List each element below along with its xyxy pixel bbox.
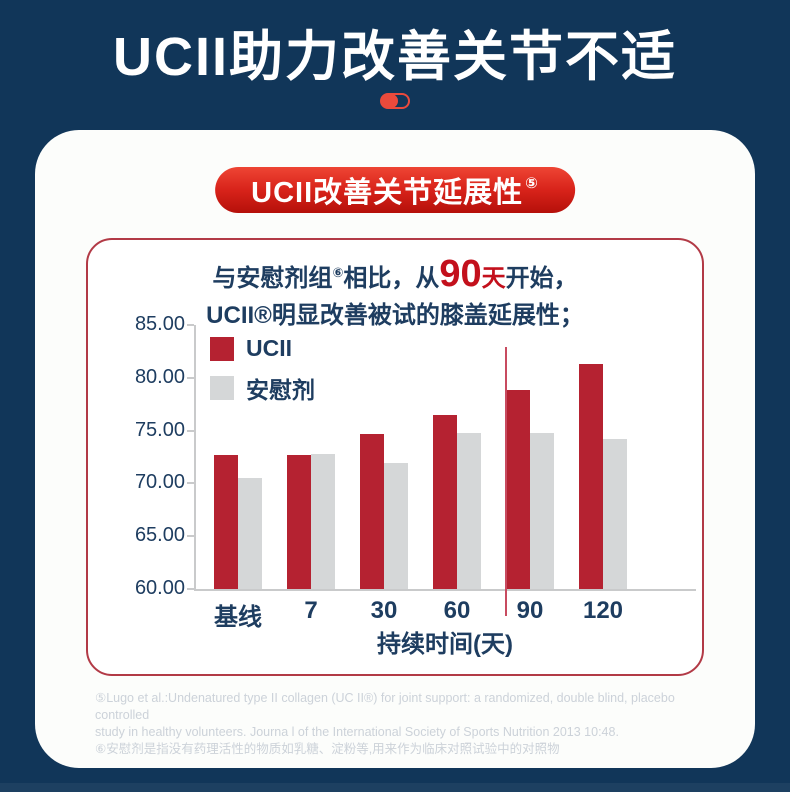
headline-footnote-marker: ⑥	[332, 265, 344, 280]
chart-headline-line1: 与安慰剂组⑥相比，从90天开始，	[88, 253, 702, 296]
footnote-line: ⑤Lugo et al.:Undenatured type II collage…	[95, 691, 675, 722]
x-axis-title: 持续时间(天)	[377, 631, 513, 658]
x-axis-label-30: 30	[370, 597, 398, 624]
y-axis-tick-label: 65.00	[134, 524, 185, 547]
x-axis-label-60: 60	[443, 597, 471, 624]
bar-UCII-60	[433, 414, 457, 589]
footnote-line: ⑥安慰剂是指没有药理活性的物质如乳糖、淀粉等,用来作为临床对照试验中的对照物	[95, 742, 560, 756]
bar-group-30: 30	[360, 325, 408, 624]
bar-安慰剂-基线	[238, 478, 262, 589]
legend-label: 安慰剂	[246, 377, 315, 403]
chart-region: 与安慰剂组⑥相比，从90天开始， UCII®明显改善被试的膝盖延展性； UCII…	[86, 238, 704, 676]
bar-group-基线: 基线	[214, 325, 262, 631]
headline-big-unit: 天	[481, 265, 506, 292]
y-axis-tick-mark	[187, 482, 194, 485]
y-axis-tick-label: 70.00	[134, 471, 185, 494]
bar-安慰剂-90	[530, 432, 554, 589]
chart-plot-area: UCII 安慰剂 基线 7 30 60 90 120	[194, 325, 696, 631]
content-card: UCII改善关节延展性 ⑤ 与安慰剂组⑥相比，从90天开始， UCII®明显改善被…	[35, 130, 755, 768]
bar-UCII-30	[360, 433, 384, 589]
bar-UCII-基线	[214, 454, 238, 589]
page-title: UCII助力改善关节不适	[113, 27, 677, 87]
footnote-line: study in healthy volunteers. Journa l of…	[95, 725, 619, 739]
bar-安慰剂-7	[311, 453, 335, 589]
y-axis-tick-mark	[187, 429, 194, 432]
section-banner-label: UCII改善关节延展性	[251, 177, 524, 209]
legend-swatch	[210, 336, 234, 361]
section-divider	[0, 783, 790, 792]
headline-big-number: 90	[439, 253, 482, 295]
y-axis-tick-label: 85.00	[134, 313, 185, 335]
headline-pre: 与安慰剂组	[212, 265, 333, 292]
y-axis-tick-mark	[187, 324, 194, 326]
x-axis-label-120: 120	[582, 597, 624, 624]
banner-footnote-marker: ⑤	[525, 175, 539, 192]
chart-headline-line2: UCII®明显改善被试的膝盖延展性；	[206, 302, 584, 329]
headline-mid: 相比，从	[343, 265, 440, 292]
bar-安慰剂-120	[603, 439, 627, 589]
chart-legend: UCII 安慰剂	[210, 335, 315, 405]
x-axis-label-7: 7	[304, 597, 318, 624]
x-axis-label-基线: 基线	[214, 604, 262, 631]
significance-line	[505, 347, 507, 616]
section-banner: UCII改善关节延展性 ⑤	[215, 167, 575, 213]
bar-安慰剂-60	[457, 432, 481, 589]
legend-swatch	[210, 376, 234, 400]
bar-group-7: 7	[287, 325, 335, 624]
bar-group-90: 90	[506, 325, 554, 624]
y-axis-tick-mark	[187, 535, 194, 538]
legend-label: UCII	[246, 335, 292, 361]
y-axis-tick-label: 75.00	[134, 418, 185, 441]
y-axis-tick-label: 80.00	[134, 365, 185, 388]
legend-item-UCII: UCII	[210, 335, 315, 362]
bar-group-60: 60	[433, 325, 481, 624]
bar-安慰剂-30	[384, 463, 408, 589]
headline-post: 开始，	[505, 265, 578, 292]
bar-UCII-7	[287, 454, 311, 589]
capsule-pill-icon-fill	[381, 94, 398, 108]
legend-item-安慰剂: 安慰剂	[210, 371, 315, 405]
y-axis-tick-mark	[187, 376, 194, 379]
y-axis-tick-label: 60.00	[134, 577, 185, 599]
capsule-pill-icon	[380, 93, 410, 109]
y-axis-tick-mark	[187, 588, 194, 590]
bar-UCII-120	[579, 364, 603, 589]
bar-group-120: 120	[579, 325, 627, 624]
x-axis-label-90: 90	[516, 597, 544, 624]
footnotes: ⑤Lugo et al.:Undenatured type II collage…	[95, 690, 713, 758]
bar-UCII-90	[506, 390, 530, 589]
